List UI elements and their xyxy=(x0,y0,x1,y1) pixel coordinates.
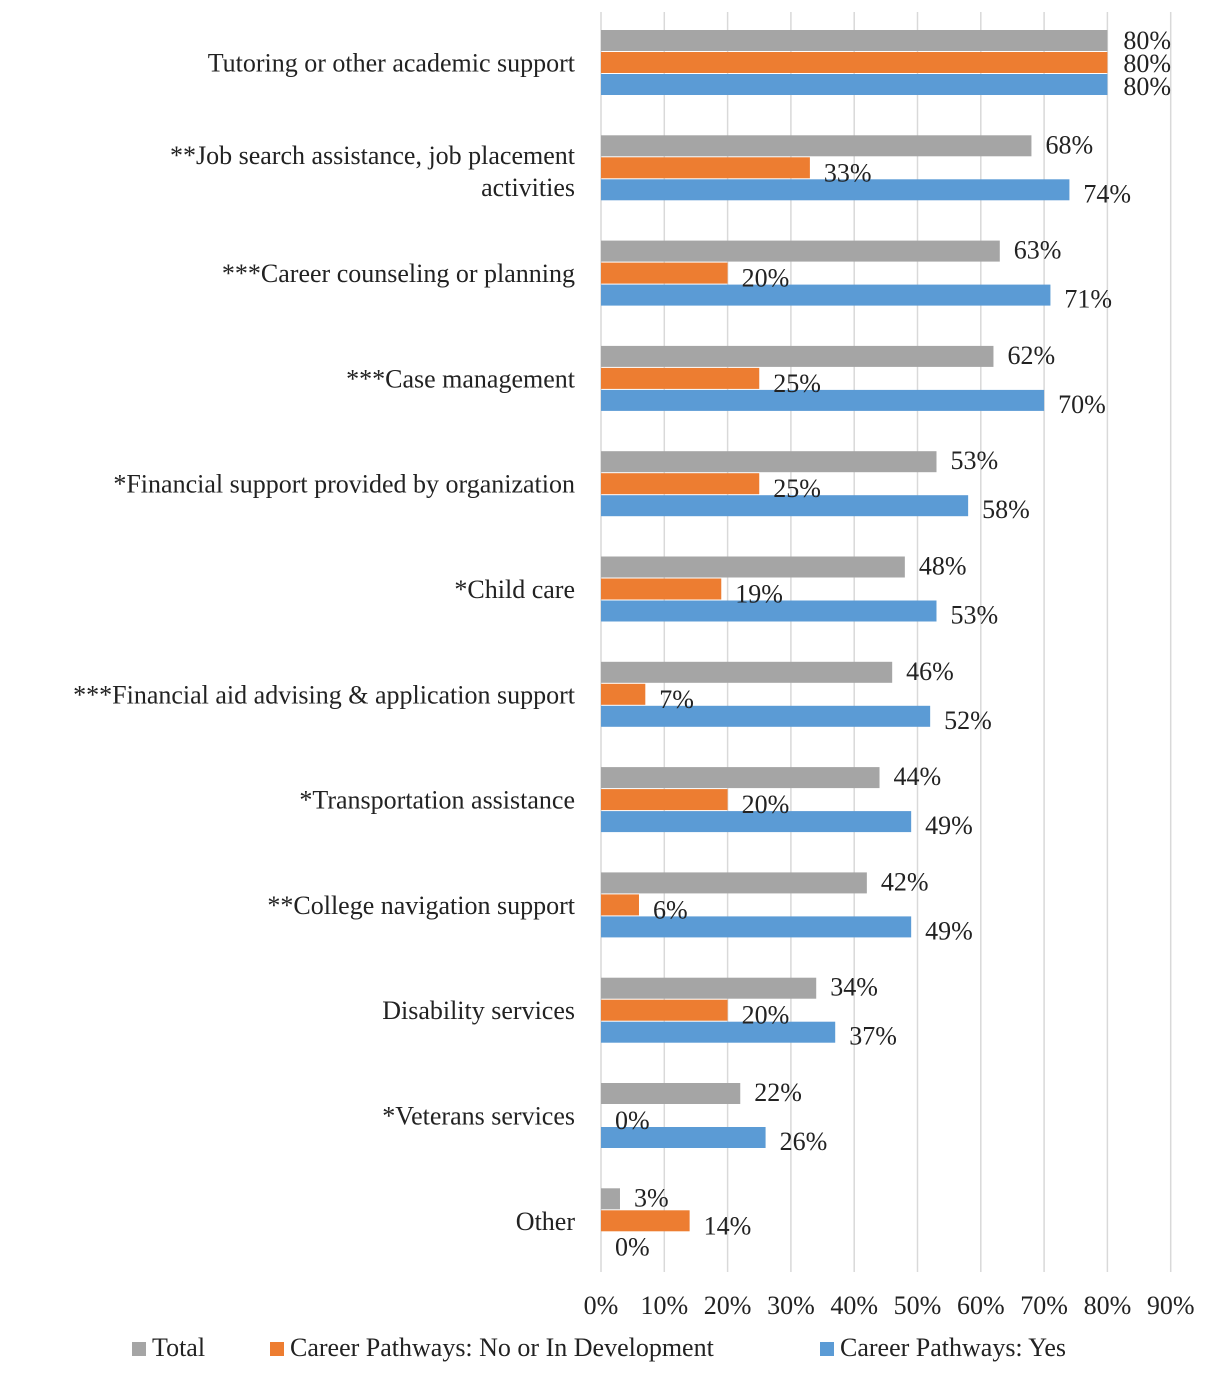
bar-career-pathways-no-or-in-development xyxy=(601,52,1107,73)
value-label: 0% xyxy=(615,1106,650,1135)
value-label: 25% xyxy=(773,474,821,503)
bar-career-pathways-yes xyxy=(601,916,911,937)
value-label: 14% xyxy=(704,1211,752,1240)
value-label: 52% xyxy=(944,706,992,735)
category-label: Tutoring or other academic support xyxy=(208,49,576,78)
value-label: 20% xyxy=(742,790,790,819)
x-axis-tick-labels: 0% 10% 20% 30% 40% 50% 60% 70% 80% 90% xyxy=(584,1291,1195,1320)
bar-career-pathways-no-or-in-development xyxy=(601,263,728,284)
x-tick-label: 50% xyxy=(894,1291,942,1320)
value-label: 0% xyxy=(615,1232,650,1261)
bar-career-pathways-no-or-in-development xyxy=(601,1210,690,1231)
x-tick-label: 40% xyxy=(830,1291,878,1320)
bar-career-pathways-no-or-in-development xyxy=(601,579,721,600)
value-label: 20% xyxy=(742,264,790,293)
value-label: 3% xyxy=(634,1183,669,1212)
x-tick-label: 10% xyxy=(640,1291,688,1320)
x-tick-label: 30% xyxy=(767,1291,815,1320)
value-label: 19% xyxy=(735,580,783,609)
value-label: 25% xyxy=(773,369,821,398)
bar-career-pathways-no-or-in-development xyxy=(601,684,645,705)
value-label: 22% xyxy=(754,1078,802,1107)
bar-total xyxy=(601,872,867,893)
bar-total xyxy=(601,978,816,999)
legend-swatch xyxy=(820,1342,834,1356)
category-label: Disability services xyxy=(382,996,575,1025)
value-label: 49% xyxy=(925,811,973,840)
bar-total xyxy=(601,767,880,788)
bar-career-pathways-no-or-in-development xyxy=(601,894,639,915)
value-label: 48% xyxy=(919,552,967,581)
bar-total xyxy=(601,1188,620,1209)
value-label: 53% xyxy=(950,601,998,630)
bar-career-pathways-yes xyxy=(601,390,1044,411)
bar-total xyxy=(601,557,905,578)
value-label: 33% xyxy=(824,158,872,187)
category-label: ***Financial aid advising & application … xyxy=(73,680,576,709)
value-label: 37% xyxy=(849,1022,897,1051)
value-label: 6% xyxy=(653,895,688,924)
x-tick-label: 90% xyxy=(1147,1291,1195,1320)
value-label: 80% xyxy=(1123,72,1171,101)
category-label: Other xyxy=(516,1207,576,1236)
bar-career-pathways-no-or-in-development xyxy=(601,1000,728,1021)
value-label: 70% xyxy=(1058,390,1106,419)
value-label: 46% xyxy=(906,657,954,686)
bar-career-pathways-no-or-in-development xyxy=(601,157,810,178)
bar-career-pathways-yes xyxy=(601,706,930,727)
bar-total xyxy=(601,451,936,472)
bar-career-pathways-no-or-in-development xyxy=(601,473,759,494)
x-tick-label: 20% xyxy=(704,1291,752,1320)
category-label: **Job search assistance, job placement xyxy=(170,141,576,170)
bar-total xyxy=(601,135,1031,156)
value-label: 20% xyxy=(742,1001,790,1030)
legend: Total Career Pathways: No or In Developme… xyxy=(132,1333,1066,1362)
legend-label: Career Pathways: No or In Development xyxy=(290,1333,715,1362)
value-label: 71% xyxy=(1064,285,1112,314)
value-label: 44% xyxy=(894,762,942,791)
value-label: 74% xyxy=(1083,179,1131,208)
category-label: *Financial support provided by organizat… xyxy=(113,470,575,499)
bar-total xyxy=(601,346,993,367)
category-label: *Child care xyxy=(454,575,575,604)
value-label: 58% xyxy=(982,495,1030,524)
bar-career-pathways-yes xyxy=(601,1022,835,1043)
category-label: *Veterans services xyxy=(382,1102,575,1131)
x-tick-label: 60% xyxy=(957,1291,1005,1320)
category-label: *Transportation assistance xyxy=(299,786,575,815)
value-label: 62% xyxy=(1007,341,1055,370)
bar-career-pathways-yes xyxy=(601,74,1107,95)
bar-career-pathways-no-or-in-development xyxy=(601,368,759,389)
value-label: 49% xyxy=(925,916,973,945)
value-label: 7% xyxy=(659,685,694,714)
value-label: 53% xyxy=(950,446,998,475)
category-label: **College navigation support xyxy=(267,891,575,920)
x-tick-label: 70% xyxy=(1020,1291,1068,1320)
category-label: activities xyxy=(481,173,575,202)
category-label: ***Career counseling or planning xyxy=(222,259,575,288)
category-label: ***Case management xyxy=(346,364,576,393)
value-labels: 80%80%80%68%33%74%63%20%71%62%25%70%53%2… xyxy=(615,26,1171,1261)
value-label: 26% xyxy=(780,1127,828,1156)
legend-label: Total xyxy=(152,1333,205,1362)
x-tick-label: 0% xyxy=(584,1291,619,1320)
value-label: 34% xyxy=(830,973,878,1002)
bar-total xyxy=(601,241,1000,262)
bar-total xyxy=(601,30,1107,51)
legend-swatch xyxy=(270,1342,284,1356)
bar-total xyxy=(601,1083,740,1104)
bar-total xyxy=(601,662,892,683)
legend-label: Career Pathways: Yes xyxy=(840,1333,1066,1362)
bar-career-pathways-yes xyxy=(601,285,1050,306)
bar-career-pathways-no-or-in-development xyxy=(601,789,728,810)
value-label: 68% xyxy=(1045,130,1093,159)
value-label: 42% xyxy=(881,867,929,896)
x-tick-label: 80% xyxy=(1084,1291,1132,1320)
value-label: 63% xyxy=(1014,236,1062,265)
legend-swatch xyxy=(132,1342,146,1356)
category-labels: Tutoring or other academic support **Job … xyxy=(73,49,576,1236)
